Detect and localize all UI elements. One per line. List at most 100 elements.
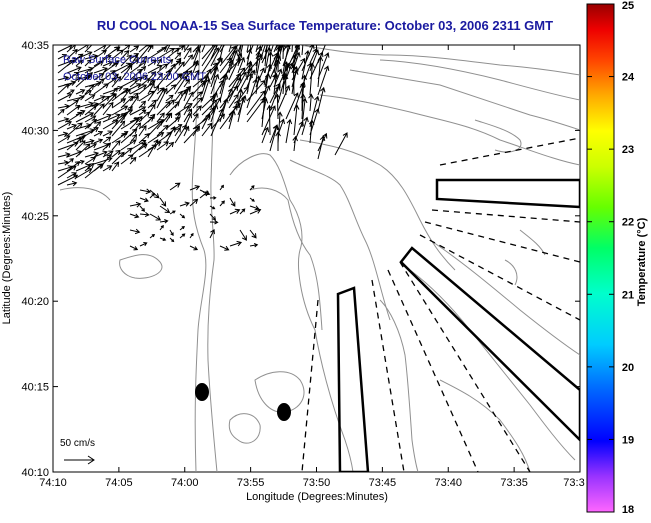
current-vector [174,124,187,144]
current-vector [282,45,291,67]
current-vector [237,45,242,53]
current-vector [219,45,226,53]
current-vector [201,47,219,74]
map-title: RU COOL NOAA-15 Sea Surface Temperature:… [97,18,553,33]
current-vector [159,224,164,231]
current-vector [93,78,105,88]
current-vector [228,67,246,88]
current-vector [317,52,330,80]
current-vector [183,45,190,53]
current-vector [199,191,209,199]
current-vector [237,97,246,123]
current-vector [102,119,119,130]
x-tick-label: 73:45 [369,477,397,489]
current-vector [129,156,137,165]
current-vector [165,47,180,60]
y-tick-label: 40:20 [21,296,49,308]
current-vector [183,91,194,109]
current-vector [129,76,143,88]
current-vector [93,55,112,67]
current-vector [179,233,186,239]
colorbar-tick-label: 23 [622,144,634,156]
current-vector [219,245,230,251]
current-vector [120,77,139,88]
current-vector [249,185,255,191]
current-vector [102,153,112,165]
current-vector [147,64,163,74]
current-vector [219,200,225,207]
current-vector [201,122,213,137]
current-vector [129,201,142,208]
current-vector [317,55,324,88]
current-vector [57,54,68,60]
current-vector [269,85,281,112]
current-vector [156,124,169,137]
current-vector [129,245,139,251]
current-vector [169,210,176,215]
current-vector [291,54,297,72]
current-vector [57,135,71,144]
current-vector [156,112,165,123]
current-vector [201,95,216,109]
current-vector [282,45,288,53]
current-vector [66,180,78,187]
plot-area [52,44,581,473]
current-vector [308,93,314,112]
current-vector [102,85,124,95]
current-vector [139,212,150,218]
current-vector [165,94,174,102]
current-vector [201,45,215,60]
current-vector [237,45,242,60]
current-vector [301,45,315,72]
y-tick-label: 40:30 [21,125,49,137]
current-vector [102,62,119,74]
current-vector [174,52,182,60]
current-vector [165,126,176,144]
current-vector [66,122,83,137]
current-vector [66,104,81,116]
current-vector [57,174,79,186]
current-vector [102,136,112,144]
current-vector [66,99,79,109]
current-vector [156,72,164,81]
current-vector [75,74,91,88]
current-vector [261,85,271,104]
radar-sector-lines [301,137,580,472]
current-vector [246,45,249,53]
current-vector [57,103,70,110]
current-vector [165,45,171,53]
current-vector [156,70,171,88]
current-vector [183,54,193,67]
current-vector [317,86,326,112]
current-vector [111,75,122,88]
current-vector [299,82,306,112]
current-vector [192,105,202,116]
current-vector [179,213,186,219]
current-vector [317,135,326,160]
x-axis-label: Longitude (Degrees:Minutes) [246,491,388,503]
current-vector [174,70,189,88]
current-vector [138,55,148,67]
current-vector [228,52,243,81]
current-vector [84,163,103,179]
current-vector [93,131,104,137]
current-vector [210,45,218,60]
current-vector [84,59,92,67]
current-vector [309,62,315,96]
current-vector [179,201,190,207]
current-vector [159,197,167,207]
current-vector [84,84,95,95]
current-vector [269,124,279,152]
current-vector [93,103,105,116]
current-vector [201,113,211,130]
current-vector [138,116,154,130]
current-vector [120,118,140,130]
current-vector [111,151,125,165]
colorbar-tick-label: 24 [622,72,635,84]
current-vector [290,64,297,96]
x-tick-label: 73:55 [237,477,265,489]
current-vector [156,100,171,116]
current-vector [102,165,113,172]
current-vector [93,73,105,81]
scale-arrow-icon [64,455,95,465]
